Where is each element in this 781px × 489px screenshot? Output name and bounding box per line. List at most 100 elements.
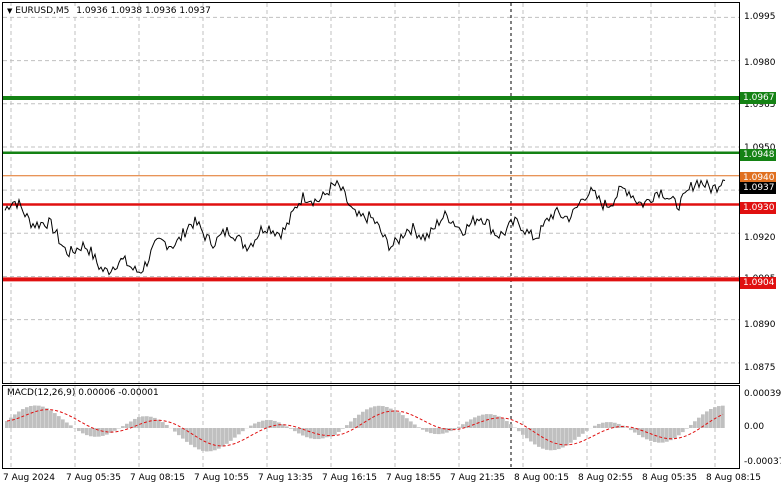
macd-histogram-bar (89, 428, 93, 437)
macd-histogram-bar (721, 405, 725, 428)
macd-histogram-bar (197, 428, 201, 450)
macd-histogram-bar (393, 410, 397, 428)
macd-histogram-bar (693, 421, 697, 428)
macd-histogram-bar (17, 411, 21, 428)
macd-histogram-bar (557, 428, 561, 450)
macd-histogram-bar (581, 428, 585, 434)
macd-histogram-bar (133, 418, 137, 428)
macd-histogram-bar (637, 428, 641, 436)
macd-histogram-bar (709, 409, 713, 428)
macd-histogram-bar (45, 408, 49, 428)
macd-histogram-bar (465, 421, 469, 428)
macd-histogram-bar (65, 422, 69, 428)
macd-histogram-bar (309, 428, 313, 439)
macd-histogram-bar (389, 408, 393, 428)
macd-histogram-bar (181, 428, 185, 439)
macd-histogram-bar (333, 428, 337, 435)
macd-histogram-bar (305, 428, 309, 438)
macd-histogram-bar (269, 420, 273, 428)
macd-histogram-bar (261, 420, 265, 428)
macd-histogram-bar (229, 428, 233, 441)
macd-histogram-bar (461, 424, 465, 428)
macd-panel[interactable]: MACD(12,26,9) 0.00006 -0.00001 (2, 385, 740, 469)
macd-histogram-bar (413, 424, 417, 428)
macd-histogram-bar (237, 428, 241, 435)
macd-title: MACD(12,26,9) 0.00006 -0.00001 (7, 388, 159, 398)
macd-histogram-bar (93, 428, 97, 437)
macd-histogram-bar (673, 428, 677, 439)
macd-histogram-bar (605, 422, 609, 428)
macd-histogram-bar (593, 425, 597, 428)
macd-histogram-bar (685, 428, 689, 429)
price-line (4, 178, 726, 276)
macd-histogram-bar (33, 405, 37, 428)
macd-axis-label: 0.00039 (744, 389, 781, 399)
macd-histogram-bar (165, 424, 169, 428)
price-axis-label: 1.0890 (744, 320, 776, 330)
macd-histogram-bar (249, 425, 253, 428)
macd-histogram-bar (521, 428, 525, 435)
macd-histogram-bar (649, 428, 653, 441)
macd-histogram-bar (357, 414, 361, 428)
macd-histogram-bar (273, 420, 277, 428)
macd-histogram-bar (705, 411, 709, 428)
macd-histogram-bar (573, 428, 577, 440)
macd-histogram-bar (473, 417, 477, 428)
macd-histogram-bar (13, 414, 17, 428)
macd-histogram-bar (553, 428, 557, 451)
macd-histogram-bar (489, 414, 493, 428)
macd-histogram-bar (113, 428, 117, 431)
macd-histogram-bar (421, 428, 425, 430)
price-axis-label: 1.0950 (744, 143, 776, 153)
macd-histogram-bar (345, 425, 349, 428)
macd-histogram-bar (217, 428, 221, 449)
time-axis-label: 8 Aug 00:15 (514, 473, 569, 483)
macd-histogram-bar (53, 413, 57, 428)
macd-histogram-bar (85, 428, 89, 436)
macd-histogram-bar (409, 421, 413, 428)
macd-histogram-bar (397, 412, 401, 428)
macd-histogram-bar (381, 406, 385, 428)
macd-histogram-bar (253, 423, 257, 428)
macd-histogram-bar (369, 407, 373, 428)
macd-axis-label: 0.00 (744, 422, 765, 432)
macd-histogram-bar (349, 421, 353, 428)
macd-histogram-bar (69, 425, 73, 428)
macd-histogram-bar (377, 405, 381, 428)
macd-histogram-bar (97, 428, 101, 437)
macd-histogram-bar (717, 406, 721, 428)
macd-histogram-bar (61, 419, 65, 428)
macd-histogram-bar (633, 428, 637, 433)
price-axis-label: 1.0965 (744, 100, 776, 110)
price-axis-label: 1.0980 (744, 58, 776, 68)
macd-histogram-bar (233, 428, 237, 438)
macd-histogram-bar (325, 428, 329, 438)
macd-histogram-bar (109, 428, 113, 433)
macd-histogram-bar (453, 428, 457, 430)
macd-histogram-bar (533, 428, 537, 445)
macd-histogram-bar (645, 428, 649, 440)
macd-histogram-bar (577, 428, 581, 437)
macd-histogram-bar (457, 426, 461, 428)
macd-histogram-bar (201, 428, 205, 451)
macd-histogram-bar (101, 428, 105, 436)
price-chart-panel[interactable]: ▼ EURUSD,M5 1.0936 1.0938 1.0936 1.0937 (2, 2, 740, 384)
macd-histogram-bar (429, 428, 433, 434)
macd-histogram-bar (9, 417, 13, 428)
macd-histogram-bar (221, 428, 225, 447)
time-axis-label: 7 Aug 2024 (3, 473, 55, 483)
triangle-down-icon[interactable]: ▼ (7, 7, 13, 15)
macd-histogram-bar (257, 421, 261, 428)
macd-histogram-bar (437, 428, 441, 435)
macd-histogram-bar (569, 428, 573, 443)
time-axis-label: 7 Aug 21:35 (450, 473, 505, 483)
current-price-tag: 1.0937 (740, 182, 776, 194)
price-axis-label: 1.0875 (744, 363, 776, 373)
macd-histogram-bar (41, 406, 45, 428)
macd-histogram-bar (213, 428, 217, 451)
symbol-label: EURUSD,M5 (15, 6, 70, 16)
macd-histogram-bar (149, 416, 153, 428)
macd-histogram-bar (225, 428, 229, 444)
macd-histogram-bar (121, 426, 125, 428)
price-plot (3, 3, 739, 383)
